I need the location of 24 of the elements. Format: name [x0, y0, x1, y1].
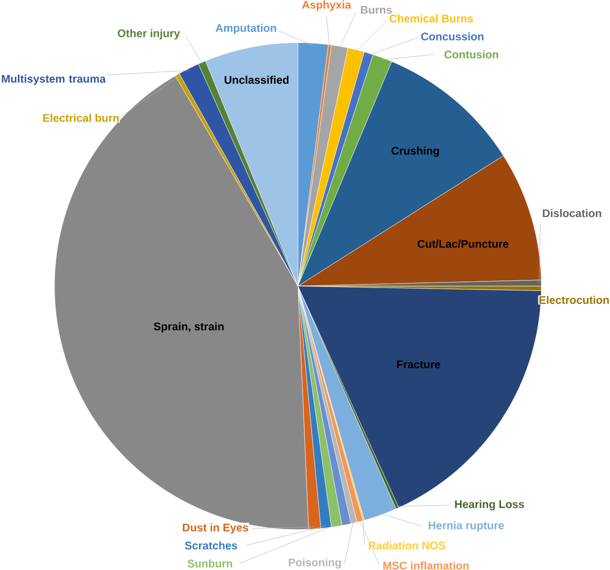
slice-label: Asphyxia [302, 0, 352, 11]
slice-label: Dislocation [542, 208, 602, 218]
slice-label: Burns [360, 6, 392, 14]
slice-label: Hearing Loss [455, 500, 524, 510]
slice-label: Electrocution [539, 296, 609, 304]
slice-label: Poisoning [288, 558, 341, 569]
slice-label: Cut/Lac/Puncture [418, 240, 508, 248]
slice-label: Multisystem trauma [2, 74, 106, 85]
slice-label: MSC inflamation [383, 561, 469, 570]
slice-label: Crushing [392, 146, 439, 157]
slice-label: Unclassified [224, 76, 289, 84]
slice-label: Other injury [118, 29, 180, 40]
slice-label: Sprain, strain [154, 322, 224, 333]
slice-label: Concussion [421, 32, 484, 40]
slice-label: Fracture [397, 360, 440, 368]
slice-label: Dust in Eyes [182, 523, 248, 534]
slice-label: Radiation NOS [368, 541, 446, 550]
slice-label: Contusion [444, 50, 498, 58]
slice-label: Sunburn [188, 559, 232, 568]
slice-label: Hernia rupture [428, 521, 504, 532]
slice-label: Amputation [216, 24, 276, 34]
slice-label: Scratches [184, 541, 238, 550]
slice-label: Chemical Burns [390, 14, 473, 22]
slice-label: Electrical burn [43, 114, 119, 122]
